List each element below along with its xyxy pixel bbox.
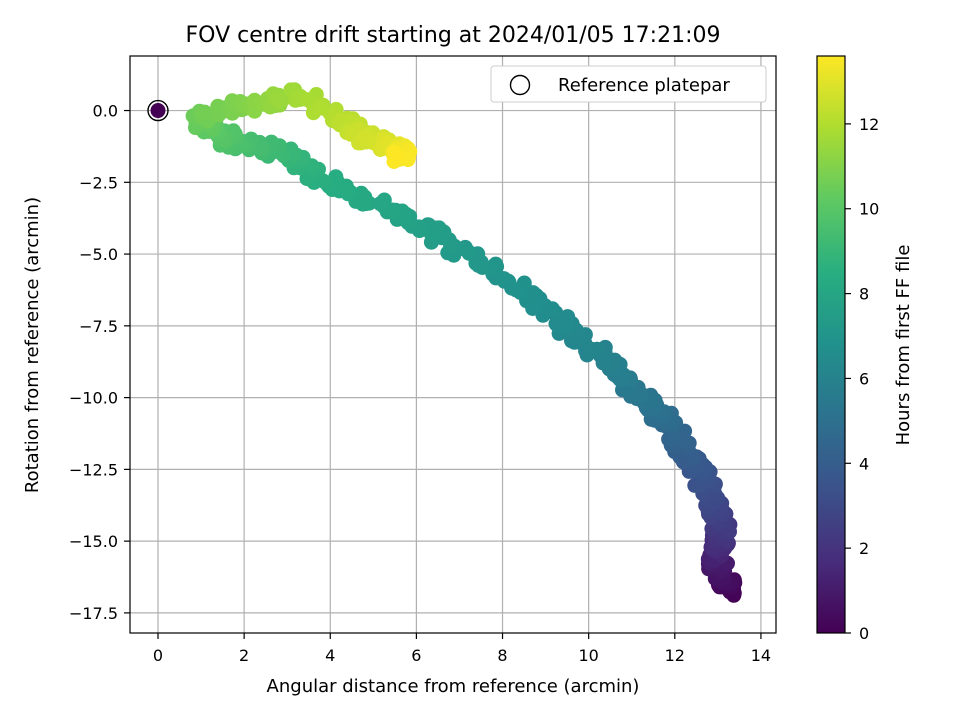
y-tick-label: −15.0 [69, 532, 118, 551]
scatter-point [255, 141, 271, 156]
x-tick-label: 6 [411, 646, 421, 665]
scatter-point [554, 316, 570, 331]
reference-ring [147, 99, 169, 122]
legend: Reference platepar [490, 65, 767, 103]
scatter-point [525, 285, 541, 301]
x-tick-label: 14 [751, 646, 771, 665]
y-tick-label: −12.5 [69, 460, 118, 479]
reference-point [150, 103, 166, 119]
colorbar: 0 2 4 6 8 10 12 Hours from first FF file [816, 55, 914, 643]
legend-box [490, 65, 767, 103]
colorbar-tick-label: 10 [859, 200, 879, 219]
scatter-point [272, 93, 288, 109]
x-axis-label: Angular distance from reference (arcmin) [267, 676, 640, 697]
y-tick-label: −10.0 [69, 389, 118, 408]
chart-title: FOV centre drift starting at 2024/01/05 … [186, 23, 721, 48]
colorbar-tick-label: 12 [859, 115, 879, 134]
scatter-point [423, 226, 439, 241]
plot-frame [129, 55, 777, 634]
colorbar-tick-label: 6 [859, 369, 869, 388]
x-tick-label: 8 [497, 646, 507, 665]
colorbar-gradient [816, 55, 846, 634]
colorbar-ticks: 0 2 4 6 8 10 12 [845, 115, 879, 643]
scatter-point [286, 147, 302, 163]
y-axis-label: Rotation from reference (arcmin) [22, 197, 43, 493]
x-tick-label: 2 [239, 646, 249, 665]
scatter-point [315, 173, 331, 189]
colorbar-label: Hours from first FF file [893, 245, 914, 446]
y-tick-label: 0.0 [93, 102, 118, 121]
colorbar-tick-label: 4 [859, 454, 869, 473]
y-tick-label: −5.0 [79, 245, 118, 264]
scatter-point [354, 192, 370, 208]
x-tick-label: 0 [153, 646, 163, 665]
x-axis-ticks: 0 2 4 6 8 10 12 14 [153, 633, 771, 665]
scatter-point [496, 271, 512, 287]
x-tick-label: 10 [578, 646, 598, 665]
scatter-point [389, 148, 405, 164]
legend-marker-open-circle [509, 74, 531, 96]
colorbar-tick-label: 2 [859, 539, 869, 558]
scatter-point [385, 203, 401, 219]
y-tick-label: −2.5 [79, 173, 118, 192]
scatter-point [372, 196, 388, 212]
legend-label: Reference platepar [558, 75, 730, 96]
y-axis-ticks: 0.0 −2.5 −5.0 −7.5 −10.0 −12.5 −15.0 −17.5 [69, 102, 130, 623]
scatter-point [197, 104, 213, 120]
colorbar-tick-label: 8 [859, 285, 869, 304]
reference-platepar-marker [147, 99, 169, 122]
scatter-points [185, 82, 743, 603]
y-tick-label: −7.5 [79, 317, 118, 336]
x-tick-label: 4 [325, 646, 335, 665]
y-tick-label: −17.5 [69, 604, 118, 623]
colorbar-tick-label: 0 [859, 624, 869, 643]
x-tick-label: 12 [665, 646, 685, 665]
